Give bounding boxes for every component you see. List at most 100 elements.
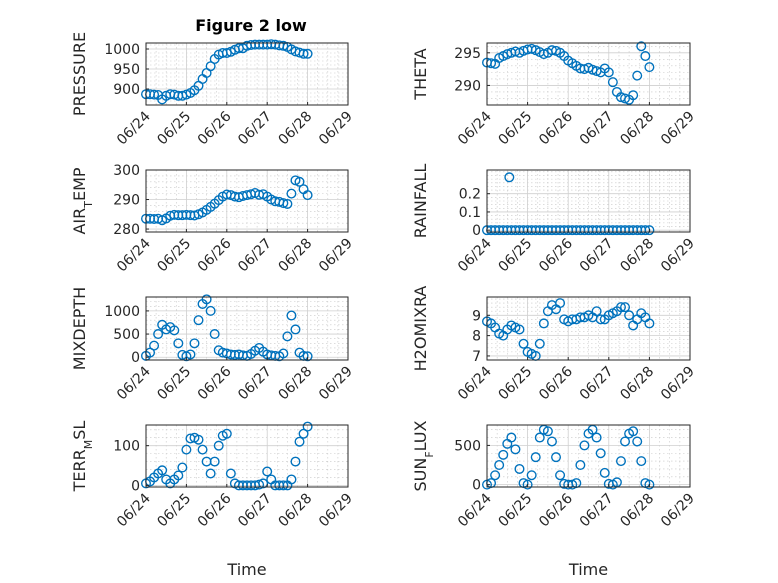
data-point	[575, 460, 586, 471]
y-axis-label: MIXDEPTH	[70, 287, 89, 370]
series-markers	[482, 424, 655, 490]
y-tick-label: 8	[472, 329, 481, 345]
data-point	[282, 331, 293, 342]
y-tick-label: 500	[113, 327, 140, 343]
y-tick-label: 0.1	[459, 205, 481, 221]
x-axis-label: Time	[226, 560, 266, 579]
data-point	[157, 465, 168, 476]
data-point	[286, 474, 297, 485]
data-point	[185, 349, 196, 360]
series-markers	[482, 298, 655, 361]
data-point	[599, 467, 610, 478]
y-tick-label: 0	[131, 350, 140, 366]
data-point	[555, 470, 566, 481]
data-point	[644, 479, 655, 490]
data-point	[209, 456, 220, 467]
data-point	[498, 449, 509, 460]
data-point	[620, 436, 631, 447]
y-tick-label: 0	[131, 478, 140, 494]
data-point	[209, 329, 220, 340]
y-axis-label: H2OMIXRA	[411, 286, 430, 372]
y-tick-label: 290	[113, 193, 140, 209]
y-label-subscript: F	[423, 451, 436, 457]
y-tick-label: 1000	[104, 42, 140, 58]
data-point	[603, 67, 614, 78]
data-point	[278, 348, 289, 359]
y-axis-label: PRESSURE	[70, 32, 89, 116]
data-point	[640, 51, 651, 62]
data-point	[628, 426, 639, 437]
figure-title: Figure 2 low	[195, 16, 307, 35]
data-point	[591, 306, 602, 317]
data-point	[302, 351, 313, 362]
data-point	[149, 89, 160, 100]
axes-box	[486, 296, 691, 361]
data-point	[514, 463, 525, 474]
y-tick-label: 900	[113, 82, 140, 98]
y-label-part: SUN	[411, 458, 430, 492]
data-point	[632, 70, 643, 81]
y-axis-label: AIRTEMP	[70, 167, 95, 234]
y-tick-label: 295	[454, 46, 481, 62]
y-tick-label: 7	[472, 349, 481, 365]
y-label-part: TERR	[70, 449, 89, 492]
data-point	[290, 456, 301, 467]
y-label-part: H2OMIXRA	[411, 286, 430, 372]
data-point	[494, 460, 505, 471]
data-point	[490, 470, 501, 481]
data-point	[302, 48, 313, 59]
data-point	[221, 428, 232, 439]
data-point	[636, 41, 647, 52]
data-point	[644, 225, 655, 236]
data-point	[282, 198, 293, 209]
data-point	[510, 444, 521, 455]
data-point	[595, 314, 606, 325]
y-tick-label: 1000	[104, 304, 140, 320]
data-point	[197, 444, 208, 455]
data-point	[538, 318, 549, 329]
y-label-part: AIR	[70, 208, 89, 235]
data-point	[620, 302, 631, 313]
x-axis-label: Time	[568, 560, 608, 579]
data-point	[169, 325, 180, 336]
y-axis-label: TERRMSL	[70, 421, 95, 493]
data-point	[181, 444, 192, 455]
data-point	[189, 338, 200, 349]
y-label-subscript: M	[82, 440, 95, 450]
data-point	[530, 452, 541, 463]
data-point	[290, 324, 301, 335]
data-point	[615, 456, 626, 467]
y-tick-label: 950	[113, 62, 140, 78]
y-tick-label: 500	[454, 438, 481, 454]
data-point	[278, 480, 289, 491]
data-point	[286, 188, 297, 199]
axes-box	[145, 42, 349, 106]
data-point	[624, 310, 635, 321]
y-tick-label: 0.2	[459, 187, 481, 203]
data-point	[518, 338, 529, 349]
data-point	[173, 470, 184, 481]
data-point	[534, 338, 545, 349]
axes-box	[145, 169, 349, 233]
series-markers	[482, 41, 655, 105]
data-point	[201, 294, 212, 305]
y-label-part: PRESSURE	[70, 32, 89, 116]
data-point	[522, 479, 533, 490]
y-label-subscript: T	[82, 201, 95, 209]
y-tick-label: 9	[472, 308, 481, 324]
data-point	[177, 462, 188, 473]
y-label-part: SL	[70, 421, 89, 440]
data-point	[526, 470, 537, 481]
axes-box	[145, 296, 349, 361]
data-point	[620, 93, 631, 104]
axes-box	[486, 169, 691, 233]
series-markers	[140, 421, 313, 491]
data-point	[193, 434, 204, 445]
data-point	[302, 421, 313, 432]
data-point	[579, 440, 590, 451]
data-point	[258, 478, 269, 489]
data-point	[591, 432, 602, 443]
data-point	[636, 456, 647, 467]
y-tick-label: 280	[113, 222, 140, 238]
